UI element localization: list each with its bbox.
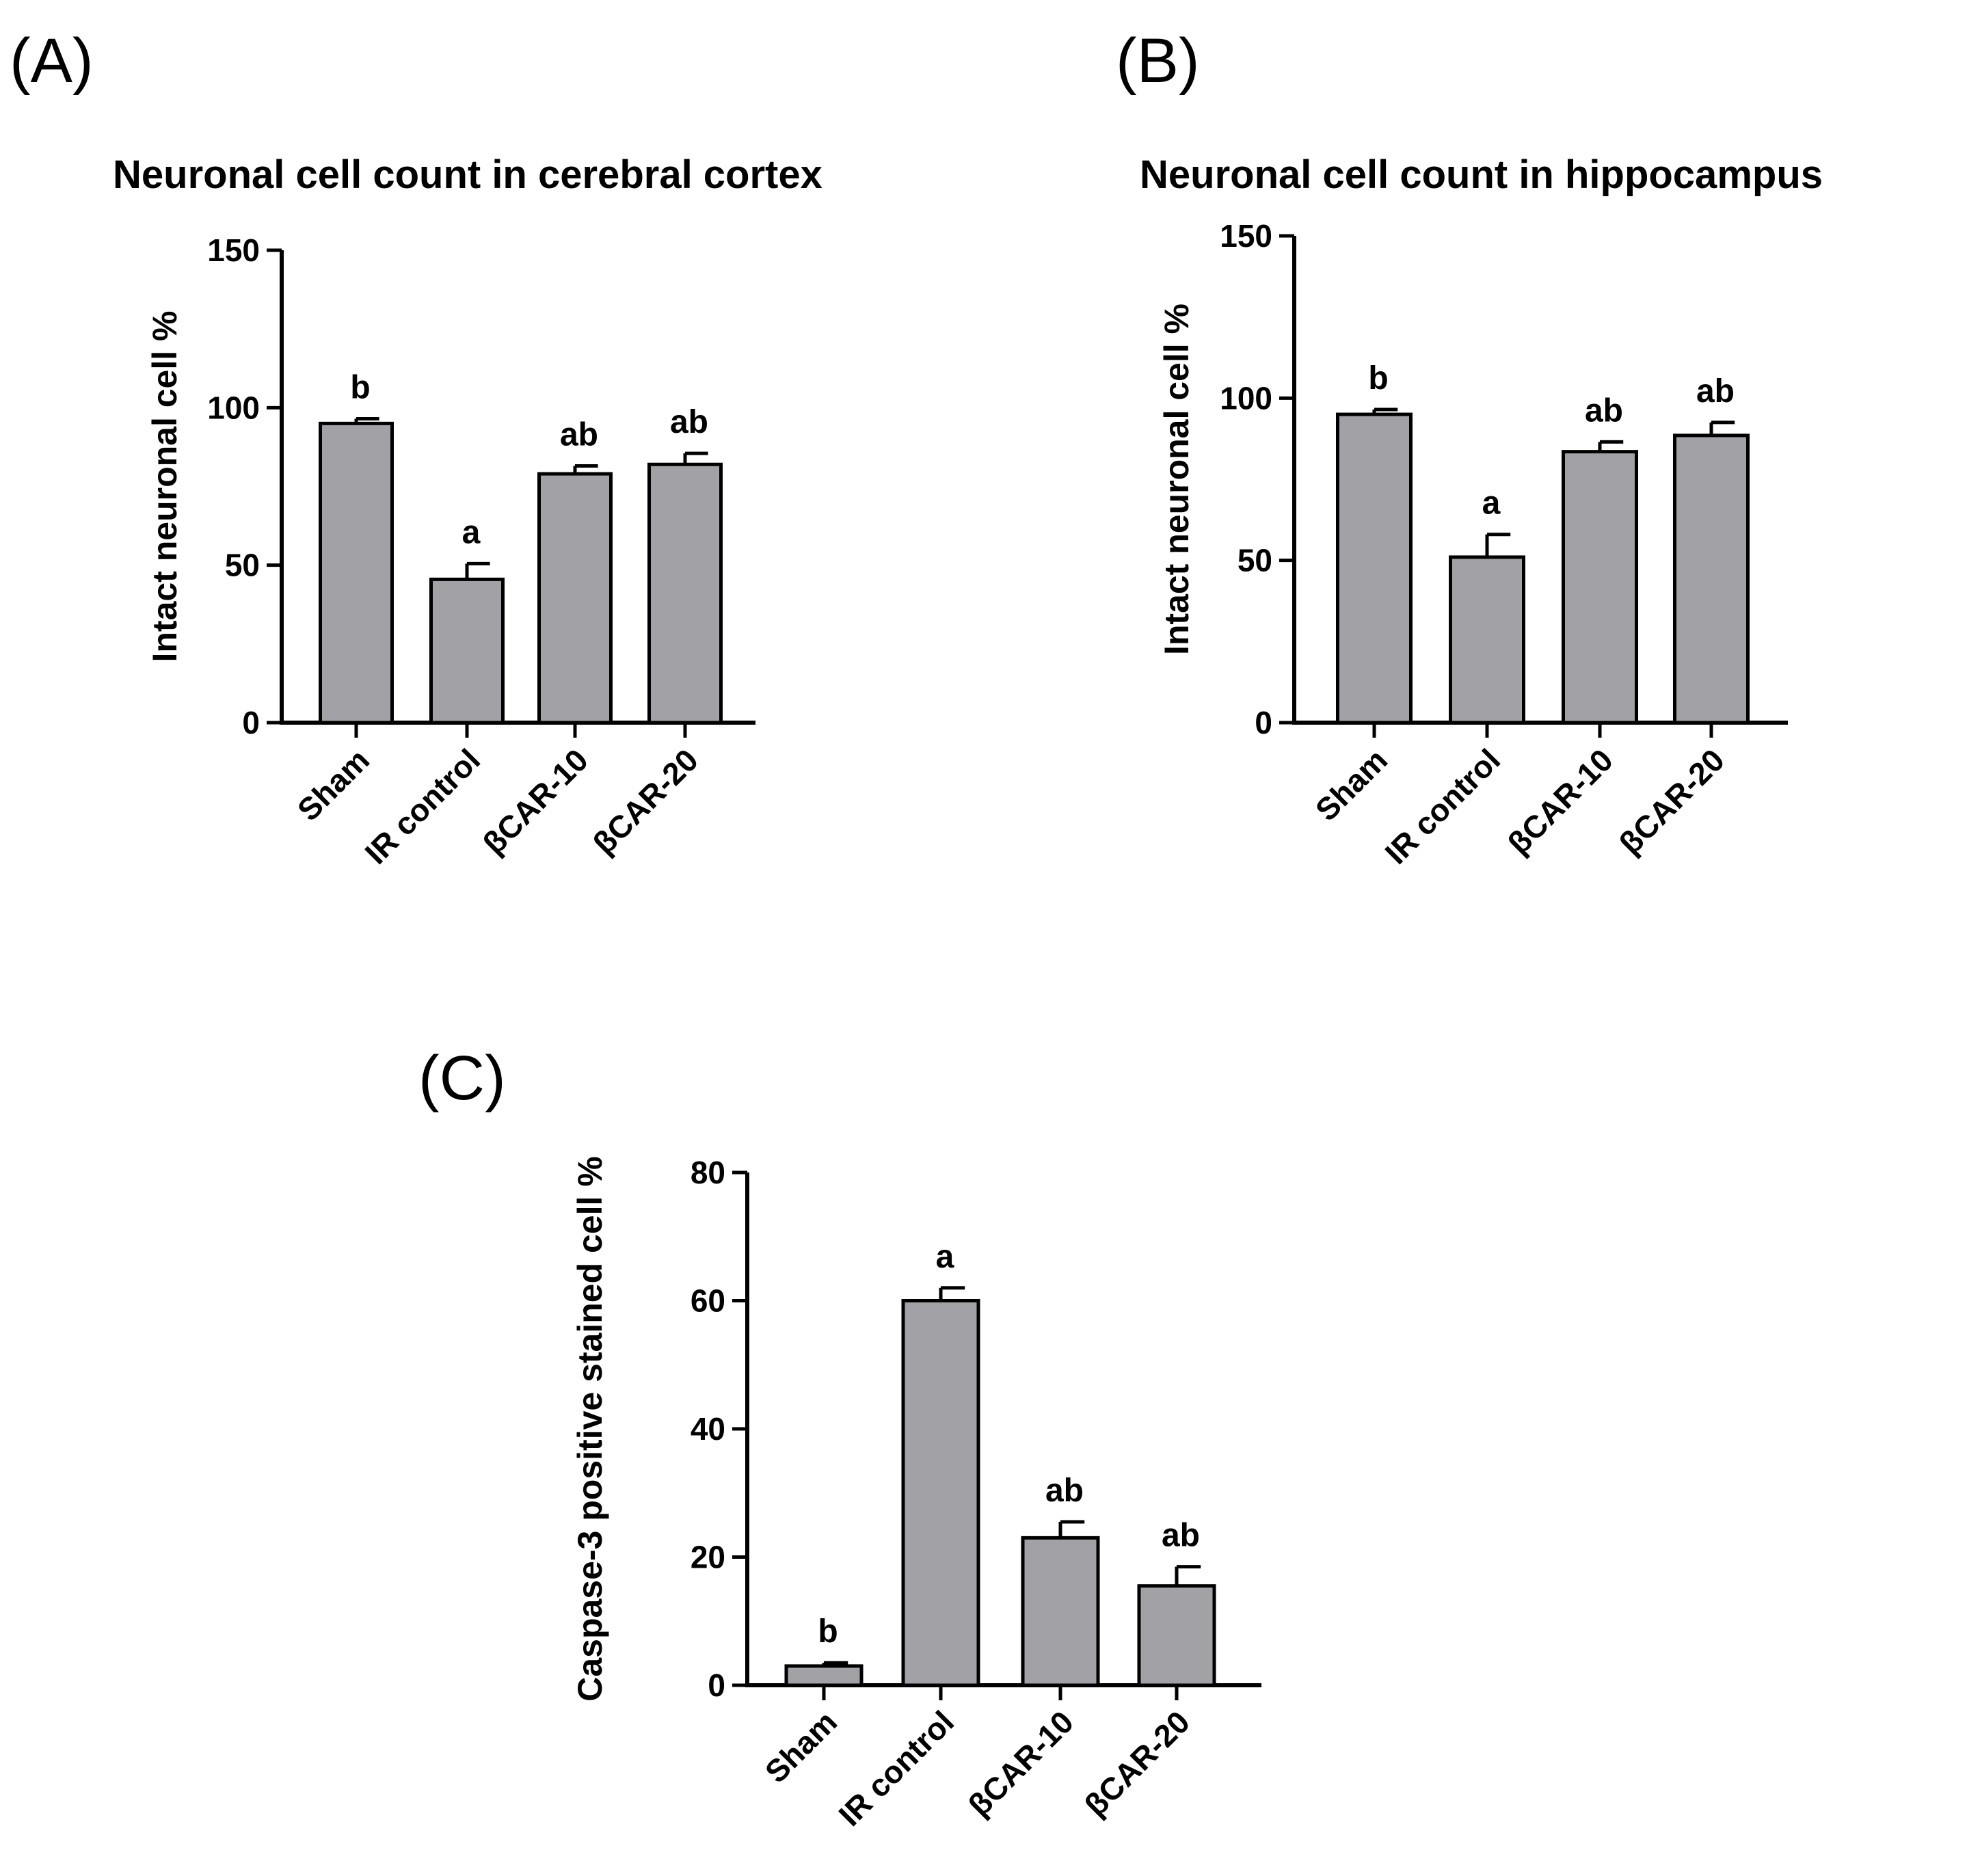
significance-label: b xyxy=(818,1613,838,1650)
significance-label: b xyxy=(350,369,370,405)
y-tick-label: 20 xyxy=(691,1540,725,1575)
bar xyxy=(1021,1536,1100,1687)
significance-label: a xyxy=(462,514,481,550)
bar xyxy=(784,1664,864,1687)
significance-label: b xyxy=(1368,360,1388,397)
bar xyxy=(319,421,394,725)
significance-label: ab xyxy=(1162,1518,1200,1554)
y-tick-label: 50 xyxy=(225,548,260,583)
bar xyxy=(647,462,723,725)
y-axis-label: Intact neuronal cell % xyxy=(1158,304,1196,655)
bar xyxy=(1562,450,1638,725)
significance-label: ab xyxy=(1045,1473,1084,1509)
y-tick-label: 50 xyxy=(1237,543,1272,578)
y-tick-label: 0 xyxy=(708,1667,725,1703)
category-label: βCAR-20 xyxy=(1612,742,1731,861)
chart-title: Neuronal cell count in hippocampus xyxy=(1140,152,1823,197)
y-tick-label: 100 xyxy=(207,390,260,425)
significance-label: a xyxy=(936,1239,954,1275)
y-tick-label: 80 xyxy=(691,1155,725,1190)
chart-cerebral-cortex: Neuronal cell count in cerebral cortex In… xyxy=(113,152,822,871)
significance-label: ab xyxy=(1696,373,1735,410)
panel-label-c: (C) xyxy=(418,1043,506,1113)
y-axis-label: Caspase-3 positive stained cell % xyxy=(571,1156,609,1702)
y-tick-label: 60 xyxy=(691,1283,725,1319)
chart-title: Neuronal cell count in cerebral cortex xyxy=(113,152,822,197)
chart-caspase3: Caspase-3 positive stained cell % 0 20 40 60… xyxy=(571,1155,1261,1833)
bar xyxy=(1673,433,1750,725)
panel-label-b: (B) xyxy=(1116,26,1200,96)
category-label: IR control xyxy=(832,1704,961,1833)
category-label: βCAR-20 xyxy=(1078,1704,1196,1823)
bar xyxy=(537,472,613,725)
bar xyxy=(1137,1584,1216,1687)
significance-label: a xyxy=(1482,485,1501,522)
y-tick-label: 0 xyxy=(242,705,260,740)
y-axis-label: Intact neuronal cell % xyxy=(146,310,184,662)
bar xyxy=(1449,555,1525,725)
y-tick-label: 40 xyxy=(691,1411,725,1447)
bar xyxy=(429,577,505,725)
bar xyxy=(1336,412,1413,725)
category-label: βCAR-20 xyxy=(586,742,705,861)
chart-hippocampus: Neuronal cell count in hippocampus Intact… xyxy=(1140,152,1823,871)
category-label: βCAR-10 xyxy=(1501,742,1620,861)
category-label: Sham xyxy=(1309,742,1394,827)
category-label: Sham xyxy=(758,1704,844,1789)
significance-label: ab xyxy=(670,404,708,440)
category-label: βCAR-10 xyxy=(961,1704,1080,1823)
y-tick-label: 150 xyxy=(1220,218,1272,254)
y-tick-label: 150 xyxy=(207,232,260,268)
y-tick-label: 0 xyxy=(1255,705,1272,740)
significance-label: ab xyxy=(560,417,598,453)
bar xyxy=(901,1299,980,1687)
category-label: Sham xyxy=(291,742,376,827)
significance-label: ab xyxy=(1585,392,1623,429)
panel-label-a: (A) xyxy=(10,26,94,96)
y-tick-label: 100 xyxy=(1220,380,1272,416)
category-label: IR control xyxy=(1378,742,1508,871)
category-label: βCAR-10 xyxy=(476,742,595,861)
category-label: IR control xyxy=(358,742,487,871)
